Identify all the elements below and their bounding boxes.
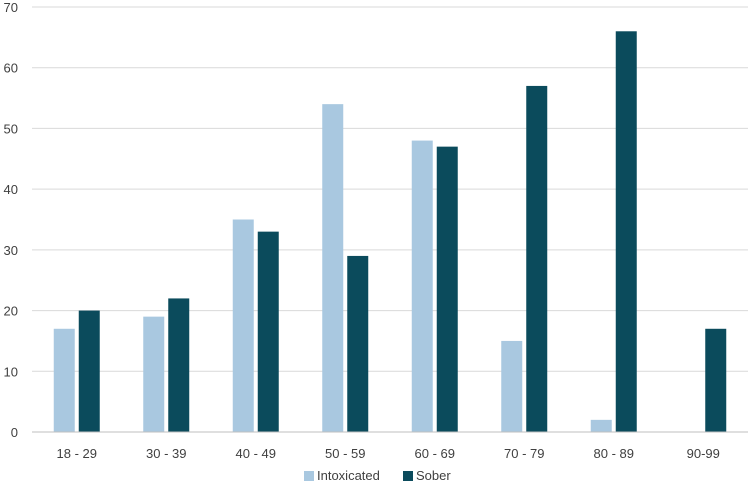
bar-sober-5 xyxy=(526,85,548,432)
gridlines xyxy=(32,6,748,372)
bar-intoxicated-2 xyxy=(232,219,254,432)
legend-swatch-sober xyxy=(403,471,413,481)
bar-sober-2 xyxy=(257,231,279,432)
bar-sober-0 xyxy=(78,310,100,432)
x-tick-label-4: 60 - 69 xyxy=(415,446,455,461)
bar-sober-1 xyxy=(168,298,190,432)
bar-sober-6 xyxy=(615,31,637,433)
legend: Intoxicated Sober xyxy=(304,468,451,483)
legend-swatch-intoxicated xyxy=(304,471,314,481)
bar-intoxicated-1 xyxy=(143,316,165,432)
bar-sober-4 xyxy=(436,146,458,432)
x-axis: 18 - 29 30 - 39 40 - 49 50 - 59 60 - 69 70 - … xyxy=(32,431,748,461)
bar-intoxicated-6 xyxy=(590,419,612,432)
y-tick-label-40: 40 xyxy=(4,182,18,197)
bar-intoxicated-4 xyxy=(411,140,433,433)
x-tick-label-0: 18 - 29 xyxy=(57,446,97,461)
bar-intoxicated-0 xyxy=(53,328,75,432)
x-tick-label-7: 90-99 xyxy=(687,446,720,461)
bars xyxy=(53,31,727,433)
bar-sober-7 xyxy=(705,328,727,432)
bar-intoxicated-5 xyxy=(501,340,523,432)
bar-sober-3 xyxy=(347,255,369,432)
y-tick-label-20: 20 xyxy=(4,304,18,319)
y-tick-label-60: 60 xyxy=(4,61,18,76)
y-tick-label-10: 10 xyxy=(4,364,18,379)
legend-label-sober: Sober xyxy=(416,468,451,483)
bar-intoxicated-3 xyxy=(322,104,344,433)
y-tick-label-70: 70 xyxy=(4,0,18,15)
y-tick-label-0: 0 xyxy=(11,425,18,440)
legend-label-intoxicated: Intoxicated xyxy=(317,468,380,483)
y-tick-label-50: 50 xyxy=(4,121,18,136)
x-tick-label-6: 80 - 89 xyxy=(594,446,634,461)
x-tick-label-2: 40 - 49 xyxy=(236,446,276,461)
y-axis: 0 10 20 30 40 50 60 70 xyxy=(4,0,18,440)
x-tick-label-3: 50 - 59 xyxy=(325,446,365,461)
x-tick-label-1: 30 - 39 xyxy=(146,446,186,461)
y-tick-label-30: 30 xyxy=(4,243,18,258)
x-tick-label-5: 70 - 79 xyxy=(504,446,544,461)
